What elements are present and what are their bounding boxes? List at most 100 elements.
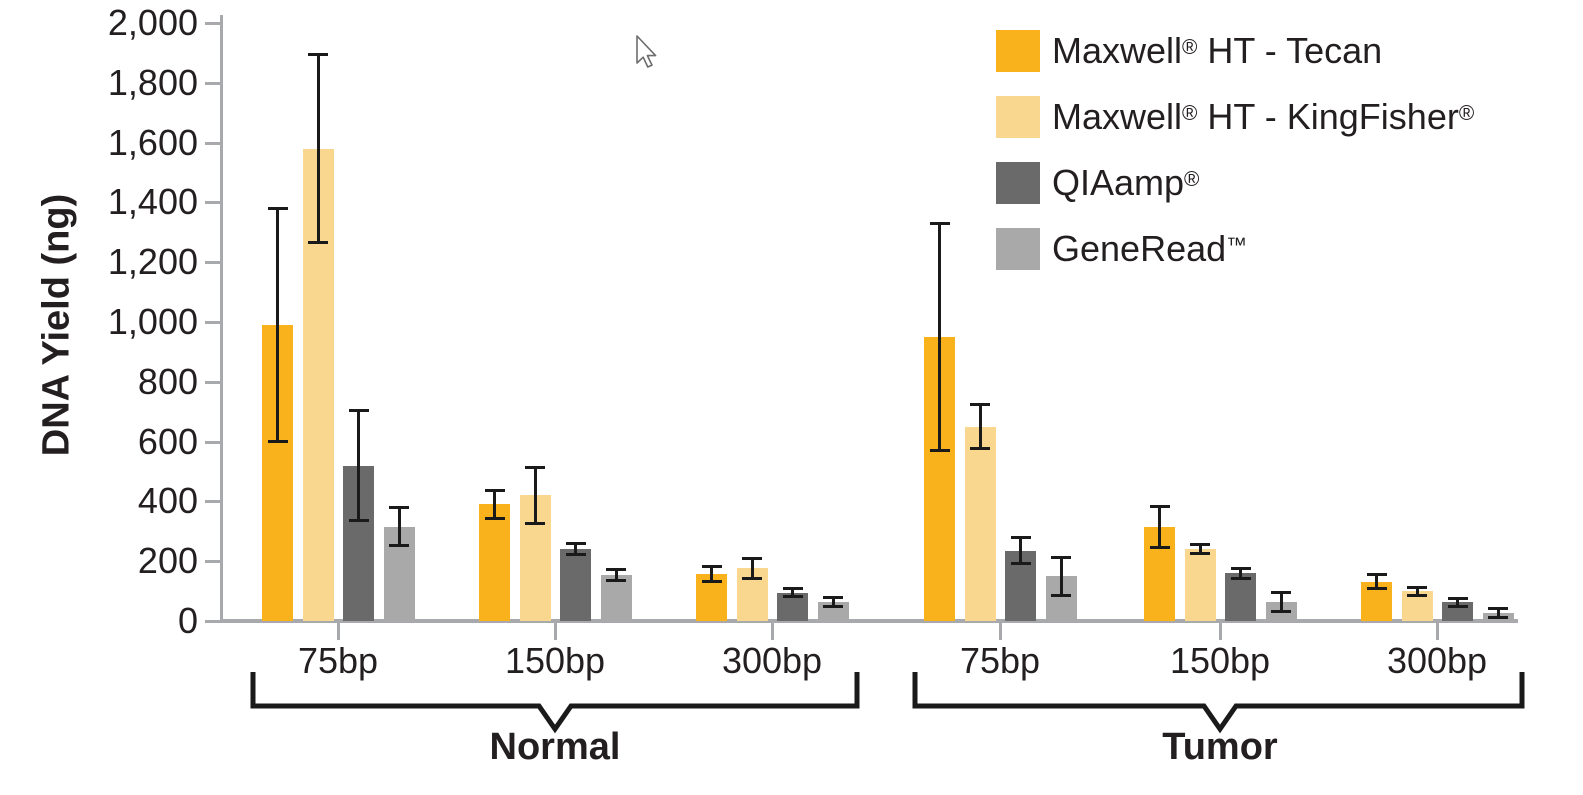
error-bar-cap-bottom: [929, 448, 950, 452]
error-bar: [791, 587, 794, 598]
error-bar-cap-bottom: [267, 439, 288, 443]
error-bar-cap-top: [823, 596, 843, 600]
error-bar-cap-bottom: [1149, 545, 1170, 549]
error-bar-cap-bottom: [525, 521, 545, 525]
error-bar-cap-top: [701, 564, 722, 568]
legend-label: Maxwell® HT - KingFisher®: [1052, 96, 1475, 137]
group-label: 300bp: [721, 640, 823, 681]
y-tick: [205, 321, 220, 324]
section-label-normal: Normal: [489, 726, 621, 768]
bar-generead: [600, 574, 632, 621]
legend-label: Maxwell® HT - Tecan: [1052, 30, 1383, 71]
error-bar: [397, 507, 401, 547]
error-bar-cap-top: [1010, 536, 1031, 540]
error-bar: [1415, 586, 1419, 596]
error-bar-cap-top: [389, 506, 409, 510]
error-bar: [574, 543, 577, 556]
error-bar: [614, 568, 618, 581]
error-bar-cap-top: [929, 222, 950, 226]
bar-maxwell-ht-tecan: [479, 504, 510, 621]
error-bar: [357, 410, 360, 521]
x-tick: [336, 623, 340, 640]
error-bar-cap-bottom: [782, 595, 803, 599]
legend-label: GeneRead™: [1052, 228, 1248, 269]
error-bar-cap-bottom: [823, 604, 843, 608]
y-tick: [205, 620, 220, 623]
group-label: 150bp: [1169, 640, 1271, 681]
y-tick: [205, 201, 220, 205]
group-label: 75bp: [959, 640, 1041, 681]
error-bar: [710, 565, 713, 582]
bar-qiaamp: [1225, 573, 1256, 621]
y-tick-label: 1,400: [107, 181, 198, 223]
x-axis-line: [220, 619, 1518, 623]
error-bar-cap-bottom: [1190, 551, 1210, 555]
group-label: 150bp: [504, 640, 606, 681]
error-bar-cap-top: [348, 409, 369, 413]
error-bar-cap-top: [308, 53, 328, 57]
error-bar-cap-bottom: [308, 240, 328, 244]
legend-swatch-maxwell-ht-tecan: [996, 30, 1040, 72]
error-bar-cap-bottom: [1407, 593, 1427, 597]
y-tick: [205, 440, 220, 444]
bar-maxwell-ht-kingfisher: [1184, 548, 1216, 621]
error-bar-cap-bottom: [1271, 609, 1291, 613]
legend-swatch-generead: [996, 228, 1040, 270]
error-bar: [1059, 556, 1063, 596]
x-tick: [553, 623, 557, 640]
y-tick-label: 1,000: [107, 301, 198, 342]
error-bar: [1239, 567, 1242, 579]
error-bar-cap-top: [1271, 590, 1291, 594]
error-bar-cap-bottom: [1366, 587, 1387, 591]
y-tick-label: 800: [137, 360, 198, 402]
y-tick-label: 1,200: [107, 241, 198, 283]
error-bar-cap-bottom: [348, 518, 369, 522]
error-bar-cap-top: [1447, 596, 1468, 600]
y-tick-label: 400: [137, 480, 198, 522]
group-label: 300bp: [1386, 640, 1488, 681]
bar-maxwell-ht-kingfisher: [964, 426, 996, 621]
legend-swatch-maxwell-ht-kingfisher: [996, 96, 1040, 138]
y-tick: [205, 141, 220, 145]
error-bar-cap-bottom: [1010, 562, 1031, 566]
error-bar-cap-bottom: [701, 579, 722, 583]
x-tick: [1218, 623, 1222, 640]
y-tick: [205, 22, 220, 25]
legend-label: QIAamp®: [1052, 162, 1200, 203]
error-bar-cap-bottom: [1230, 576, 1251, 580]
x-tick: [770, 623, 774, 640]
error-bar-cap-top: [1407, 585, 1427, 589]
y-tick-label: 1,800: [107, 61, 198, 103]
error-bar: [1279, 591, 1283, 612]
error-bar-cap-top: [1366, 573, 1387, 577]
error-bar: [1198, 543, 1202, 554]
y-tick: [205, 261, 220, 265]
error-bar-cap-top: [606, 567, 626, 571]
legend-swatch-qiaamp: [996, 162, 1040, 204]
error-bar-cap-bottom: [970, 447, 990, 451]
error-bar: [1456, 597, 1459, 608]
error-bar: [831, 597, 835, 607]
y-tick-label: 1,600: [107, 121, 198, 163]
error-bar-cap-bottom: [606, 578, 626, 582]
y-tick-label: 2,000: [107, 2, 198, 43]
error-bar-cap-bottom: [1488, 615, 1508, 619]
error-bar-cap-top: [1051, 555, 1071, 559]
error-bar: [276, 208, 279, 442]
x-tick: [998, 623, 1002, 640]
error-bar-cap-bottom: [1051, 593, 1071, 597]
error-bar-cap-top: [1149, 504, 1170, 508]
error-bar-cap-top: [267, 207, 288, 211]
error-bar: [1496, 608, 1500, 618]
y-tick-label: 200: [137, 540, 198, 582]
y-tick: [205, 380, 220, 384]
error-bar-cap-bottom: [742, 577, 762, 581]
error-bar-cap-bottom: [1447, 605, 1468, 609]
y-tick: [205, 500, 220, 504]
error-bar: [1158, 505, 1161, 548]
error-bar: [316, 54, 320, 243]
error-bar-cap-top: [525, 466, 545, 469]
error-bar-cap-top: [1190, 542, 1210, 546]
error-bar: [1019, 537, 1022, 565]
